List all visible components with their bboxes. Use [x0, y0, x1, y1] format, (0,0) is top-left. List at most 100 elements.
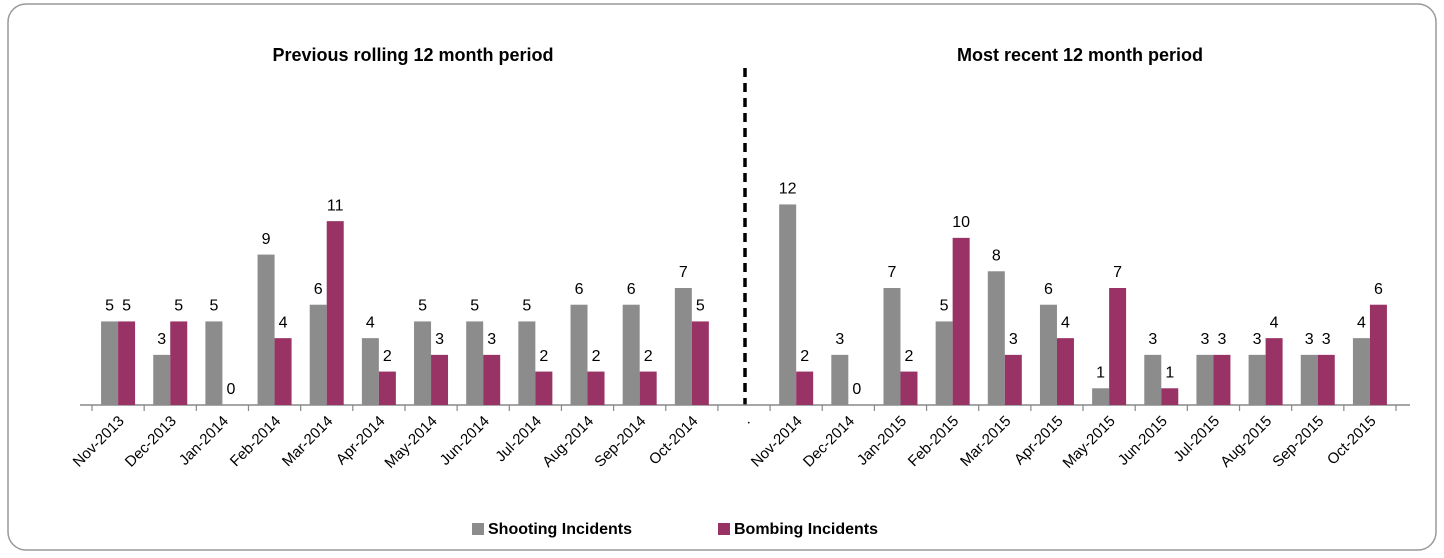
- bar: [1352, 338, 1370, 405]
- bar: [1317, 354, 1335, 405]
- data-label: 4: [1270, 314, 1279, 331]
- bar: [361, 338, 379, 405]
- data-label: 2: [592, 348, 601, 365]
- data-label: 3: [157, 331, 166, 348]
- data-label: 8: [992, 248, 1001, 265]
- bar: [987, 271, 1005, 405]
- bar: [779, 204, 797, 405]
- data-label: 3: [1305, 331, 1314, 348]
- data-label: 7: [1113, 264, 1122, 281]
- bar: [570, 304, 588, 405]
- data-label: 4: [279, 314, 288, 331]
- data-label: 5: [418, 298, 427, 315]
- data-label: 2: [644, 348, 653, 365]
- data-label: 3: [1200, 331, 1209, 348]
- bar: [883, 288, 901, 405]
- bar: [118, 321, 136, 405]
- data-label: 6: [627, 281, 636, 298]
- bar: [466, 321, 484, 405]
- bar: [1056, 338, 1074, 405]
- data-label: 4: [366, 314, 375, 331]
- data-label: 1: [1165, 365, 1174, 382]
- data-label: 6: [314, 281, 323, 298]
- bar: [414, 321, 432, 405]
- data-label: 2: [905, 348, 914, 365]
- bar: [622, 304, 640, 405]
- bar: [1248, 354, 1266, 405]
- bar: [691, 321, 709, 405]
- data-label: 12: [779, 181, 797, 198]
- data-label: 3: [487, 331, 496, 348]
- data-label: 3: [1322, 331, 1331, 348]
- bar: [535, 371, 553, 405]
- data-label: 3: [1148, 331, 1157, 348]
- bar: [1213, 354, 1231, 405]
- bar: [1109, 288, 1127, 405]
- bar: [1265, 338, 1283, 405]
- data-label: 9: [262, 231, 271, 248]
- legend-label: Bombing Incidents: [734, 521, 878, 538]
- bar: [1161, 388, 1179, 405]
- data-label: 3: [1253, 331, 1262, 348]
- data-label: 5: [470, 298, 479, 315]
- bar: [101, 321, 119, 405]
- data-label: 1: [1096, 365, 1105, 382]
- frame: [7, 3, 1437, 551]
- bar: [326, 221, 344, 405]
- bar: [1144, 354, 1162, 405]
- bar: [274, 338, 292, 405]
- data-label: 3: [835, 331, 844, 348]
- bar: [900, 371, 918, 405]
- data-label: 2: [539, 348, 548, 365]
- bar: [205, 321, 223, 405]
- data-label: 11: [327, 197, 344, 214]
- data-label: 3: [435, 331, 444, 348]
- data-label: 2: [383, 348, 392, 365]
- bar: [674, 288, 692, 405]
- bar: [518, 321, 536, 405]
- bar: [639, 371, 657, 405]
- legend-label: Shooting Incidents: [488, 521, 632, 538]
- bar: [796, 371, 814, 405]
- bar: [831, 354, 849, 405]
- data-label: 0: [226, 381, 235, 398]
- data-label: 5: [105, 298, 114, 315]
- legend-swatch: [718, 523, 730, 535]
- data-label: 10: [952, 214, 970, 231]
- data-label: 7: [679, 264, 688, 281]
- data-label: 6: [1374, 281, 1383, 298]
- legend-swatch: [472, 523, 484, 535]
- data-label: 5: [209, 298, 218, 315]
- data-label: 6: [575, 281, 584, 298]
- bar: [378, 371, 396, 405]
- bar: [431, 354, 449, 405]
- bar: [1039, 304, 1057, 405]
- bar: [483, 354, 501, 405]
- data-label: 5: [174, 298, 183, 315]
- bar: [257, 254, 275, 405]
- data-label: 6: [1044, 281, 1053, 298]
- data-label: 4: [1357, 314, 1366, 331]
- data-label: 5: [122, 298, 131, 315]
- data-label: 2: [800, 348, 809, 365]
- data-label: 0: [852, 381, 861, 398]
- bar: [1092, 388, 1110, 405]
- annotation: Most recent 12 month period: [957, 45, 1203, 65]
- data-label: 5: [522, 298, 531, 315]
- data-label: 3: [1009, 331, 1018, 348]
- bar: [153, 354, 171, 405]
- bar: [1004, 354, 1022, 405]
- bar: [1300, 354, 1318, 405]
- bar: [1196, 354, 1214, 405]
- bar: [952, 237, 970, 405]
- bar: [1369, 304, 1387, 405]
- annotation: Previous rolling 12 month period: [272, 45, 553, 65]
- bar: [170, 321, 188, 405]
- bar: [935, 321, 953, 405]
- data-label: 3: [1217, 331, 1226, 348]
- data-label: 5: [696, 298, 705, 315]
- data-label: 5: [940, 298, 949, 315]
- data-label: 7: [888, 264, 897, 281]
- bar: [309, 304, 327, 405]
